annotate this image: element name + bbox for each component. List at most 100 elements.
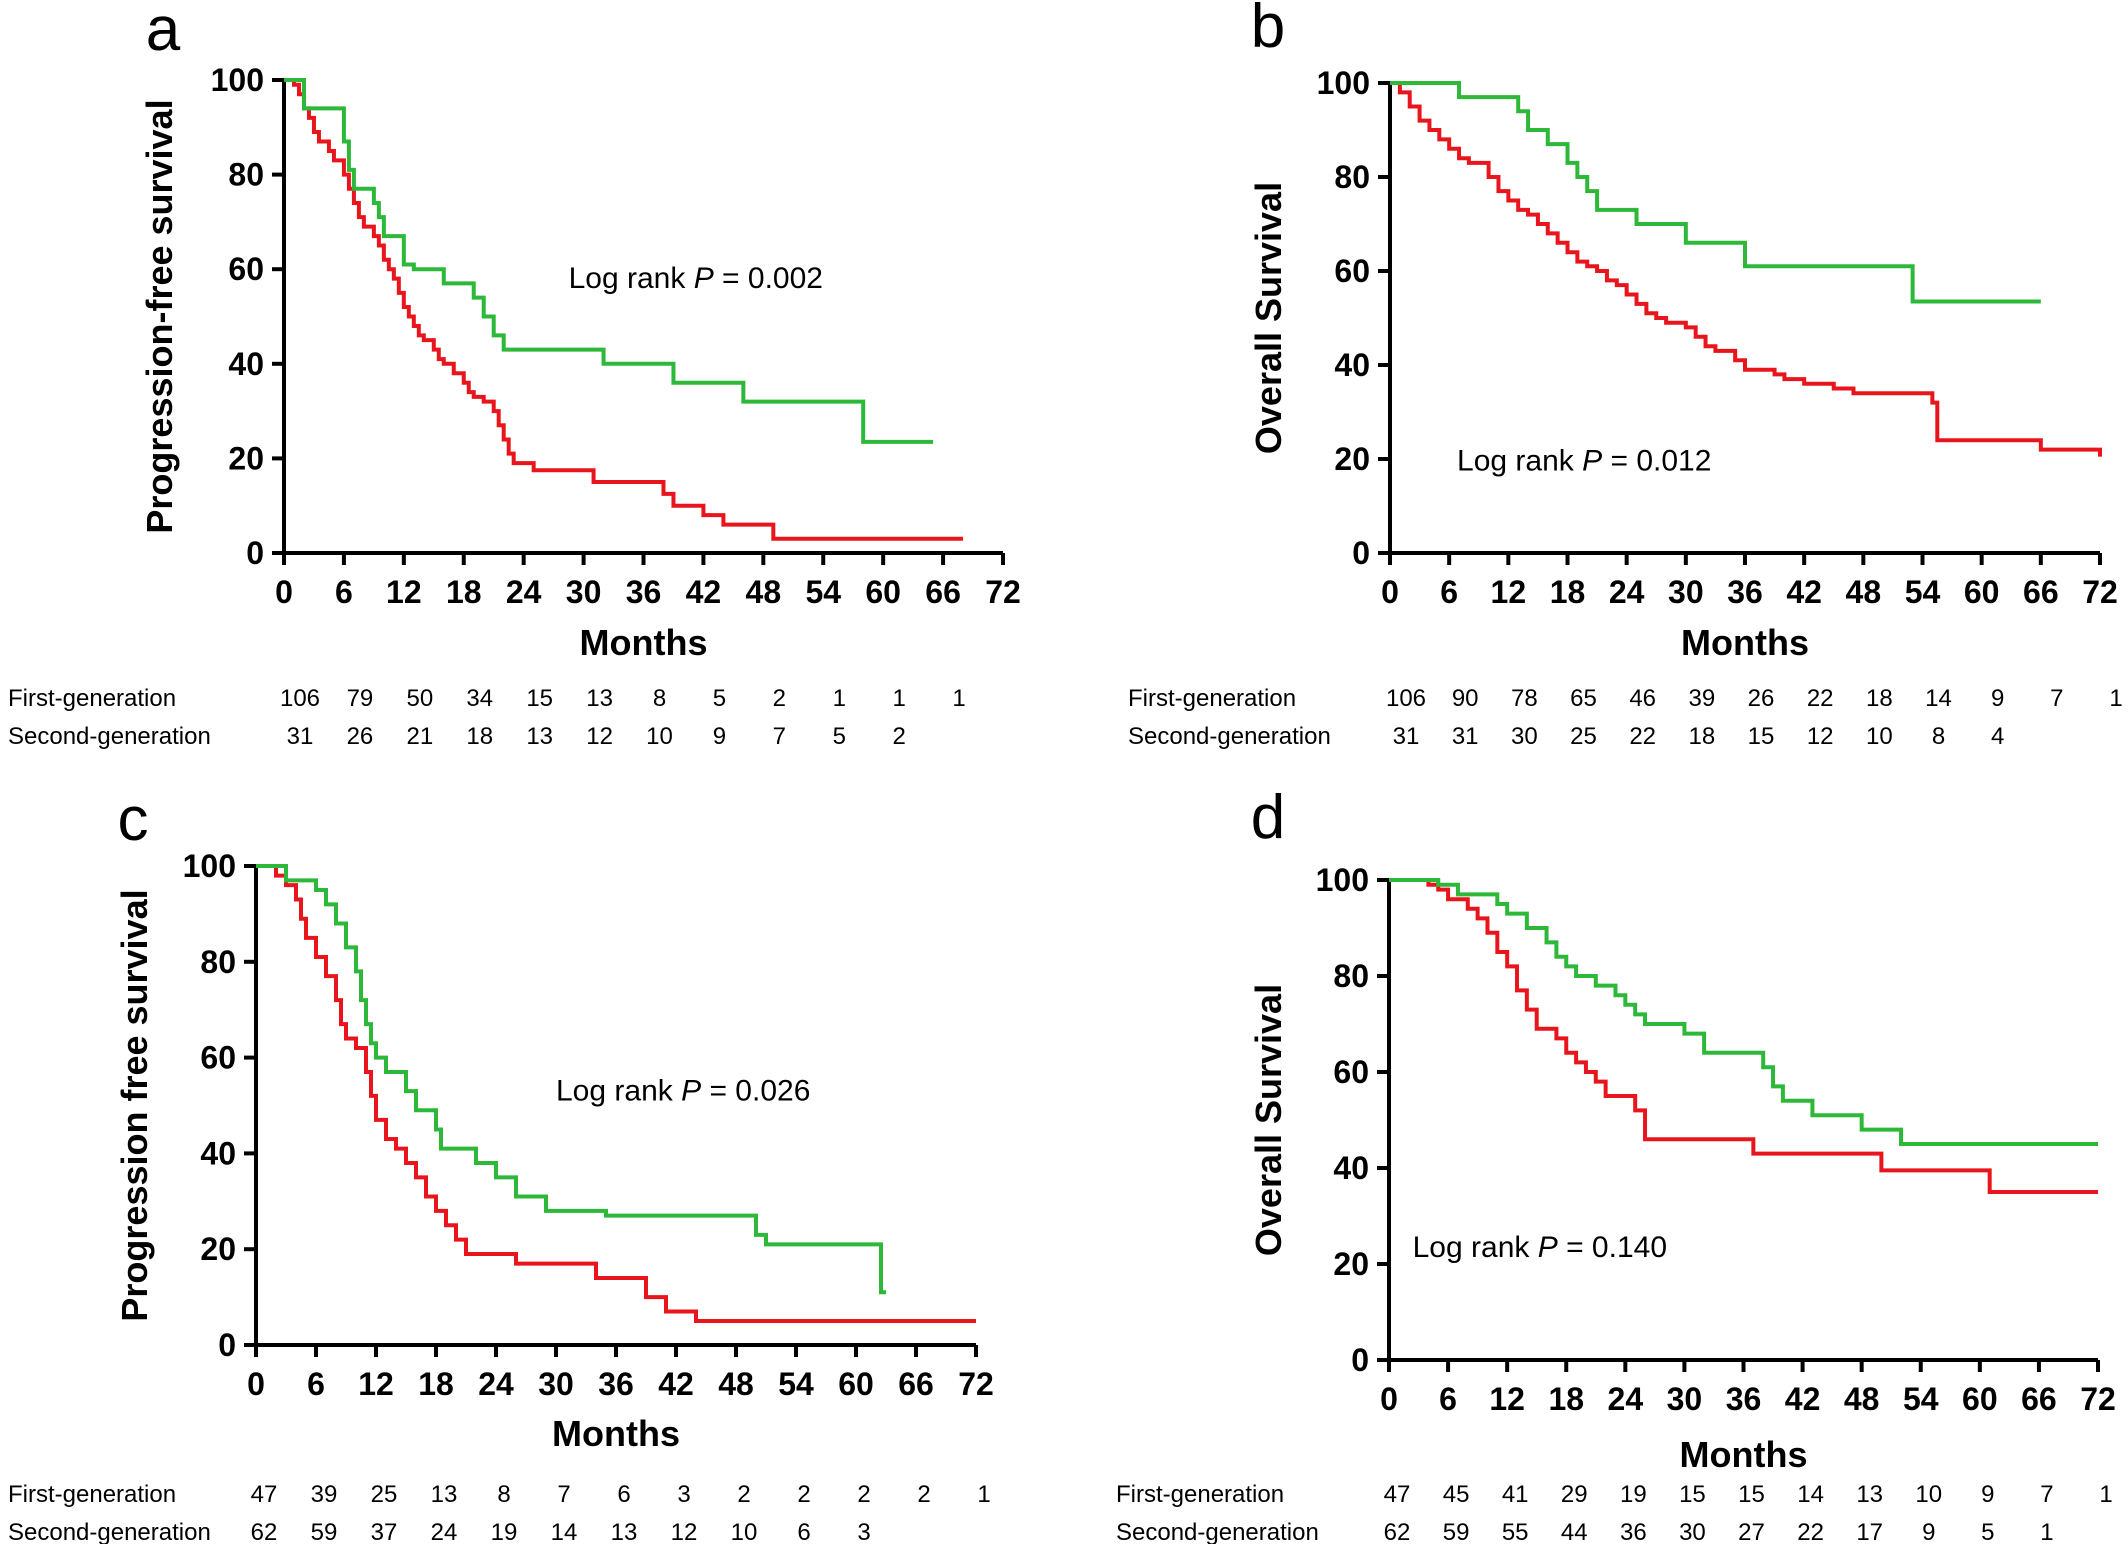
risk-number: 39 xyxy=(1688,685,1715,712)
annotation-p: P xyxy=(681,1075,701,1108)
risk-number: 7 xyxy=(2050,685,2063,712)
risk-row-label: First-generation xyxy=(8,685,176,712)
risk-number: 6 xyxy=(617,1481,630,1508)
risk-number: 17 xyxy=(1856,1519,1883,1544)
risk-number: 29 xyxy=(1561,1481,1588,1508)
y-tick-label: 80 xyxy=(1334,159,1370,195)
annotation-prefix: Log rank xyxy=(1457,444,1582,477)
risk-number: 18 xyxy=(1866,685,1893,712)
series-line-first-generation xyxy=(256,864,976,1324)
x-tick-label: 12 xyxy=(358,1366,394,1402)
x-tick-label: 36 xyxy=(1727,574,1763,610)
annotation-prefix: Log rank xyxy=(1413,1231,1538,1264)
risk-number: 36 xyxy=(1620,1519,1647,1544)
risk-number: 2 xyxy=(917,1481,930,1508)
x-tick-label: 48 xyxy=(1844,1381,1880,1417)
panel-letter: c xyxy=(118,785,149,854)
y-tick-label: 0 xyxy=(246,535,264,571)
risk-number: 31 xyxy=(1452,723,1479,750)
risk-number: 7 xyxy=(773,723,786,750)
y-tick-label: 100 xyxy=(1316,862,1369,898)
chart-panel-d: d 0 20 40 60 80 100 0 6 12 18 24 30 36 42 48 54 60 66 72 Mon… xyxy=(1116,783,2116,1544)
risk-number: 26 xyxy=(347,723,374,750)
x-tick-label: 42 xyxy=(658,1366,694,1402)
x-tick-label: 18 xyxy=(446,574,482,610)
risk-number: 13 xyxy=(431,1481,458,1508)
risk-number: 5 xyxy=(1981,1519,1994,1544)
risk-number: 2 xyxy=(797,1481,810,1508)
risk-number: 1 xyxy=(833,685,846,712)
annotation-value: = 0.002 xyxy=(714,262,823,295)
y-tick-label: 0 xyxy=(1351,1342,1369,1378)
risk-number: 13 xyxy=(611,1519,638,1544)
x-tick-label: 24 xyxy=(1608,1381,1644,1417)
risk-number: 9 xyxy=(1922,1519,1935,1544)
x-tick-label: 24 xyxy=(478,1366,514,1402)
risk-row-label: Second-generation xyxy=(1128,723,1331,750)
risk-number: 45 xyxy=(1443,1481,1470,1508)
y-tick-label: 20 xyxy=(1334,441,1370,477)
risk-number: 2 xyxy=(857,1481,870,1508)
risk-number: 26 xyxy=(1748,685,1775,712)
x-tick-label: 0 xyxy=(1381,574,1399,610)
x-tick-label: 0 xyxy=(275,574,293,610)
y-axis-title: Overall Survival xyxy=(1248,984,1289,1256)
risk-number: 1 xyxy=(977,1481,990,1508)
risk-number: 10 xyxy=(1915,1481,1942,1508)
risk-number: 24 xyxy=(431,1519,458,1544)
risk-number: 106 xyxy=(1386,685,1426,712)
risk-number: 10 xyxy=(1866,723,1893,750)
series-line-second-generation xyxy=(1390,81,2041,304)
risk-number: 59 xyxy=(1443,1519,1470,1544)
risk-number: 7 xyxy=(557,1481,570,1508)
risk-number: 7 xyxy=(2040,1481,2053,1508)
y-tick-label: 80 xyxy=(1333,958,1369,994)
y-tick-label: 100 xyxy=(183,848,236,884)
x-tick-label: 18 xyxy=(418,1366,454,1402)
x-tick-label: 18 xyxy=(1548,1381,1584,1417)
risk-number: 25 xyxy=(371,1481,398,1508)
risk-number: 12 xyxy=(586,723,613,750)
y-tick-label: 40 xyxy=(228,346,264,382)
x-tick-label: 66 xyxy=(2023,574,2059,610)
risk-number: 6 xyxy=(797,1519,810,1544)
x-tick-label: 66 xyxy=(2021,1381,2057,1417)
risk-number: 4 xyxy=(1991,723,2004,750)
y-tick-label: 60 xyxy=(1334,253,1370,289)
risk-number: 44 xyxy=(1561,1519,1588,1544)
x-tick-label: 6 xyxy=(335,574,353,610)
risk-number: 9 xyxy=(1981,1481,1994,1508)
x-axis-title: Months xyxy=(552,1413,680,1454)
log-rank-annotation: Log rank P = 0.012 xyxy=(1457,444,1711,477)
risk-number: 10 xyxy=(646,723,673,750)
annotation-value: = 0.026 xyxy=(701,1075,810,1108)
x-tick-label: 12 xyxy=(386,574,422,610)
risk-number: 46 xyxy=(1629,685,1656,712)
y-axis-title: Overall Survival xyxy=(1248,182,1289,454)
y-tick-label: 60 xyxy=(1333,1054,1369,1090)
x-tick-label: 72 xyxy=(958,1366,994,1402)
y-tick-label: 40 xyxy=(200,1135,236,1171)
series-line-first-generation xyxy=(284,78,964,541)
risk-number: 12 xyxy=(1807,723,1834,750)
risk-number: 14 xyxy=(1925,685,1952,712)
risk-number: 14 xyxy=(1797,1481,1824,1508)
x-tick-label: 72 xyxy=(2082,574,2118,610)
y-tick-label: 40 xyxy=(1334,347,1370,383)
x-tick-label: 30 xyxy=(1668,574,1704,610)
risk-row-label: First-generation xyxy=(1128,685,1296,712)
risk-number: 1 xyxy=(2109,685,2122,712)
risk-number: 41 xyxy=(1502,1481,1529,1508)
risk-number: 25 xyxy=(1570,723,1597,750)
risk-number: 50 xyxy=(406,685,433,712)
risk-number: 21 xyxy=(406,723,433,750)
y-tick-label: 20 xyxy=(200,1231,236,1267)
x-tick-label: 54 xyxy=(778,1366,814,1402)
x-tick-label: 48 xyxy=(718,1366,754,1402)
risk-number: 1 xyxy=(2040,1519,2053,1544)
annotation-prefix: Log rank xyxy=(556,1075,681,1108)
risk-number: 34 xyxy=(466,685,493,712)
risk-number: 15 xyxy=(1748,723,1775,750)
risk-number: 106 xyxy=(280,685,320,712)
series-line-second-generation xyxy=(284,78,934,444)
